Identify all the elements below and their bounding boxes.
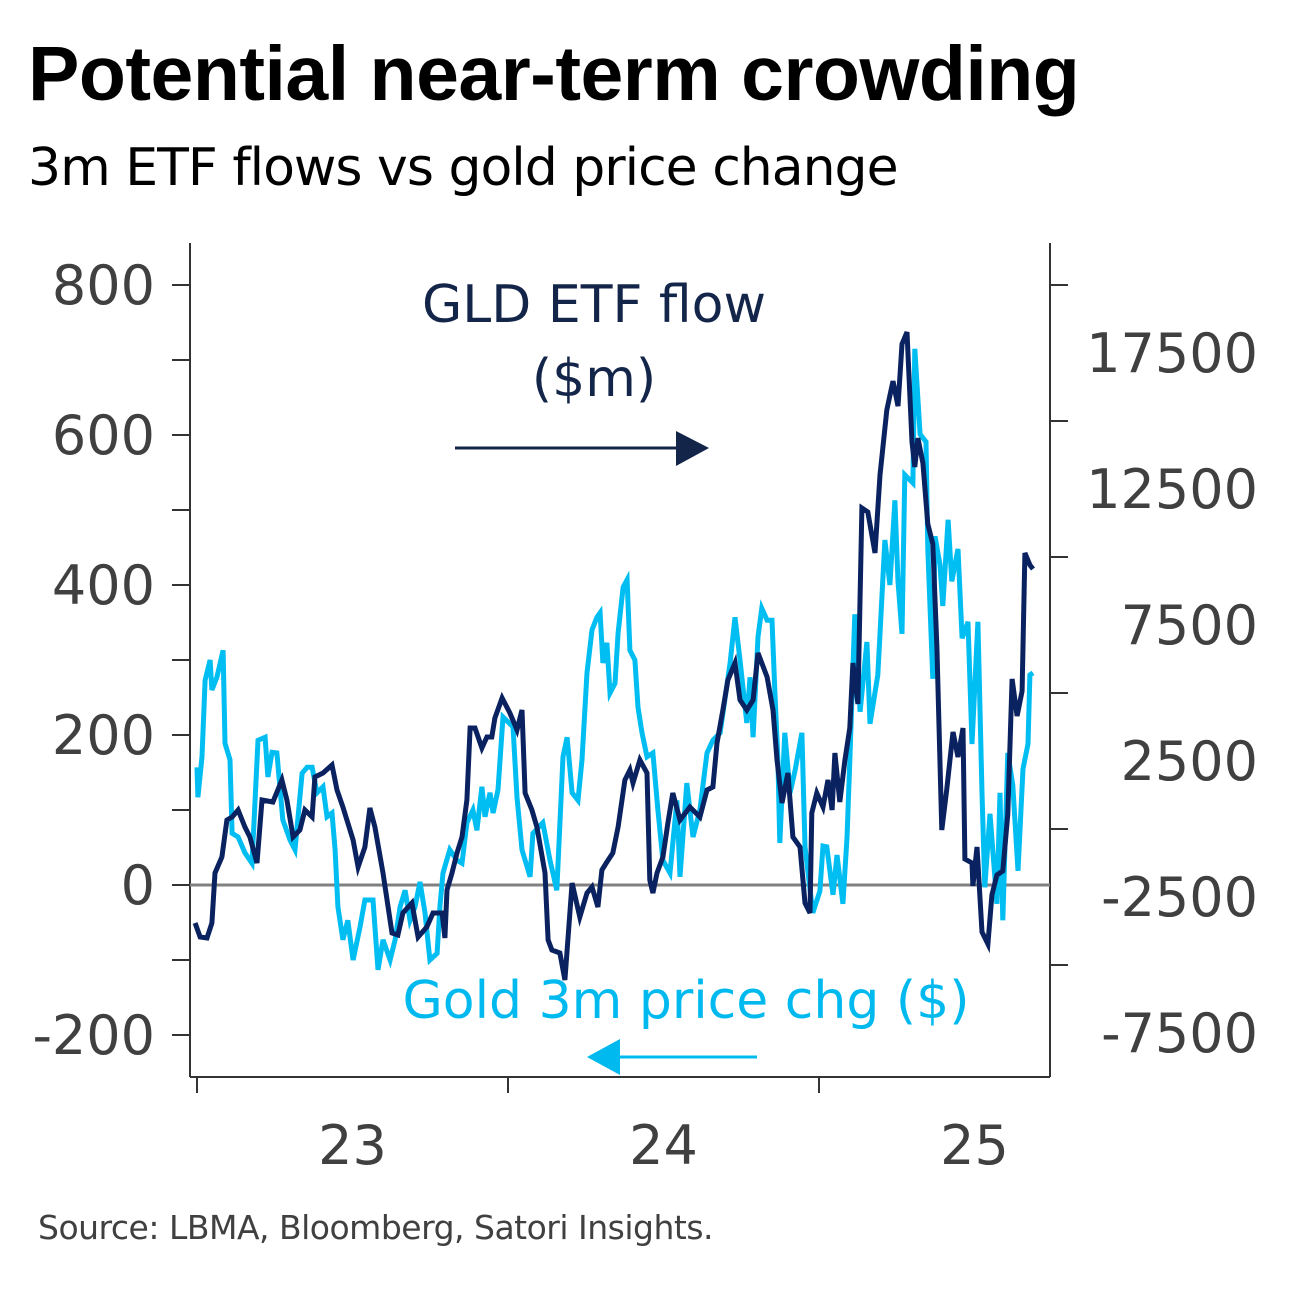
right-tick-label: 17500 [1086,322,1258,385]
left-arrow-icon [587,1039,757,1075]
left-tick-label: 800 [52,254,155,317]
left-tick-label: 0 [121,854,155,917]
x-tick-label: 23 [318,1114,387,1177]
ticks: 800 600 400 200 0 -200 17500 12500 7500 2500 -2500… [32,254,1258,1177]
x-tick-label: 25 [940,1114,1009,1177]
series-layer [192,331,1035,981]
chart-title: Potential near-term crowding [28,31,1080,117]
right-tick-label: 2500 [1121,730,1258,793]
left-tick-label: -200 [32,1004,155,1067]
right-tick-label: -2500 [1101,866,1258,929]
right-tick-label: 12500 [1086,458,1258,521]
left-tick-label: 400 [52,554,155,617]
left-tick-label: 600 [52,404,155,467]
right-tick-label: -7500 [1101,1002,1258,1065]
gld-label-line2: ($m) [532,349,656,409]
right-tick-label: 7500 [1121,594,1258,657]
chart-subtitle: 3m ETF flows vs gold price change [28,138,899,198]
right-arrow-icon [455,431,709,466]
gold-label: Gold 3m price chg ($) [402,971,969,1031]
gld-flow-points [195,331,1034,981]
gld-etf-flow-line [192,331,1035,981]
source-note: Source: LBMA, Bloomberg, Satori Insights… [38,1208,714,1247]
gld-label-line1: GLD ETF flow [422,275,766,335]
x-tick-label: 24 [629,1114,698,1177]
gold-price-change-line [194,348,1035,971]
left-tick-label: 200 [52,704,155,767]
